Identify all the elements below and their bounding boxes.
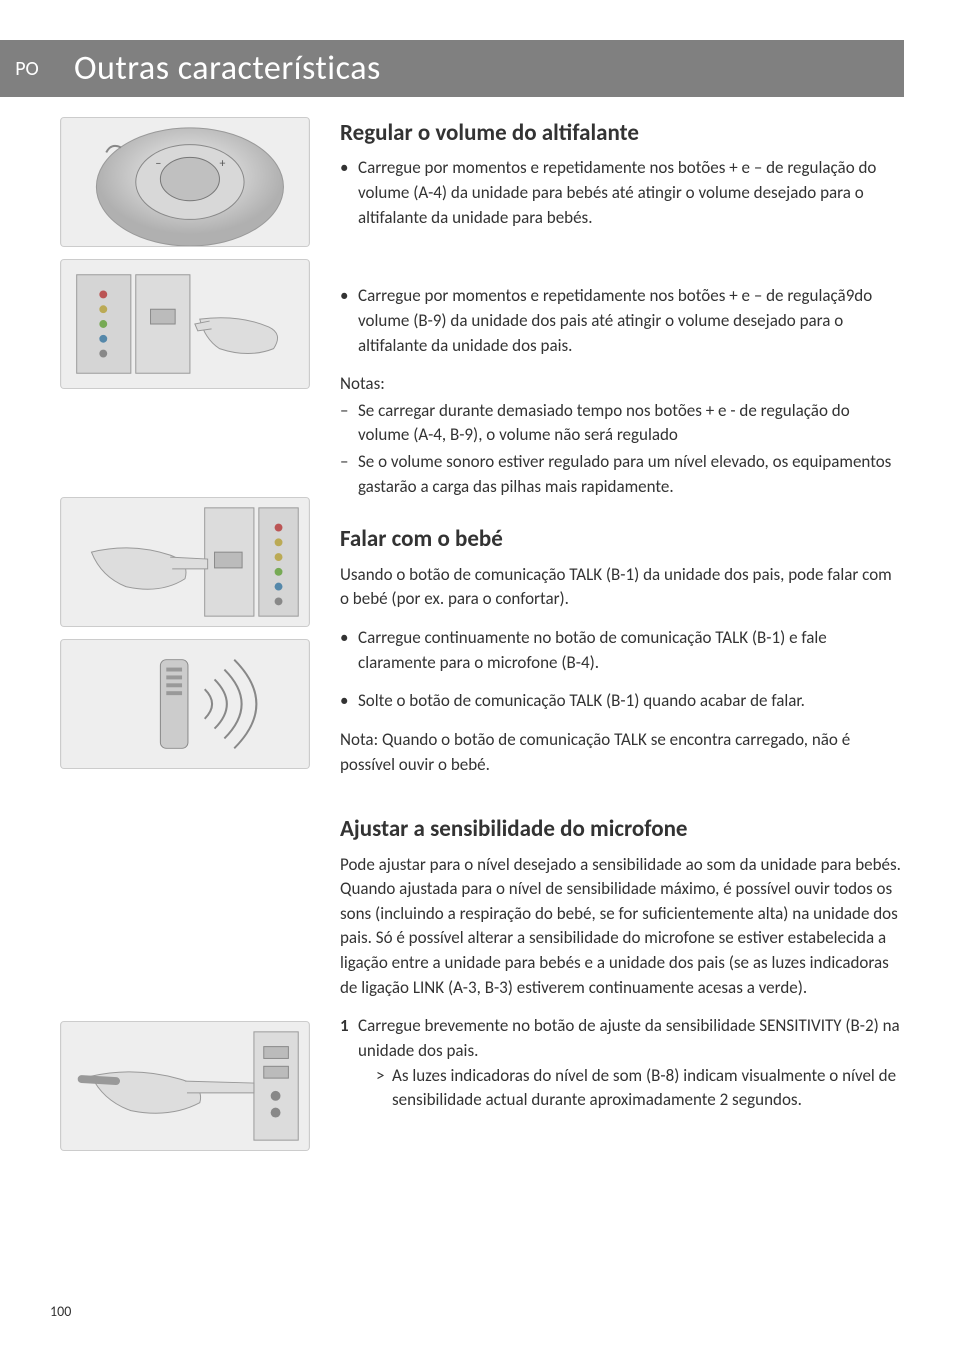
list-item: – Se o volume sonoro estiver regulado pa… — [340, 450, 904, 499]
language-tag: PO — [0, 40, 54, 97]
bullet-text: Solte o botão de comunicação TALK (B-1) … — [358, 689, 904, 714]
list-item: – Se carregar durante demasiado tempo no… — [340, 399, 904, 448]
step-substep: As luzes indicadoras do nível de som (B-… — [392, 1064, 904, 1113]
note-paragraph: Nota: Quando o botão de comunicação TALK… — [340, 728, 904, 777]
illustration-volume-dial: − + — [60, 117, 310, 247]
text-column: Regular o volume do altifalante • Carreg… — [340, 117, 904, 1163]
list-item: • Carregue por momentos e repetidamente … — [340, 284, 904, 358]
bullet-icon: • — [340, 626, 358, 675]
list-item: • Carregue por momentos e repetidamente … — [340, 156, 904, 230]
illustration-sensitivity-press — [60, 1021, 310, 1151]
heading-volume: Regular o volume do altifalante — [340, 117, 904, 150]
numbered-step: 1 Carregue brevemente no botão de ajuste… — [340, 1014, 904, 1113]
list-item: • Carregue continuamente no botão de com… — [340, 626, 904, 675]
dash-icon: – — [340, 399, 358, 448]
svg-text:+: + — [219, 157, 225, 171]
illustration-volume-buttons — [60, 259, 310, 389]
page-header: PO Outras características — [0, 40, 904, 97]
svg-text:−: − — [155, 157, 161, 171]
arrow-icon: > — [376, 1064, 392, 1113]
note-prefix: Nota: — [340, 729, 382, 750]
step-number: 1 — [340, 1014, 358, 1113]
note-text: Se o volume sonoro estiver regulado para… — [358, 450, 904, 499]
step-text: Carregue brevemente no botão de ajuste d… — [358, 1014, 904, 1063]
note-text: Se carregar durante demasiado tempo nos … — [358, 399, 904, 448]
page-number: 100 — [50, 1303, 71, 1320]
bullet-icon: • — [340, 156, 358, 230]
illustration-talk-microphone — [60, 639, 310, 769]
bullet-text: Carregue por momentos e repetidamente no… — [358, 156, 904, 230]
illustration-column: − + — [60, 117, 340, 1163]
heading-talk: Falar com o bebé — [340, 523, 904, 556]
note-body: Quando o botão de comunicação TALK se en… — [340, 729, 850, 775]
paragraph: Pode ajustar para o nível desejado a sen… — [340, 853, 904, 1001]
bullet-icon: • — [340, 284, 358, 358]
illustration-talk-press — [60, 497, 310, 627]
notes-label: Notas: — [340, 372, 904, 397]
dash-icon: – — [340, 450, 358, 499]
heading-sensitivity: Ajustar a sensibilidade do microfone — [340, 813, 904, 846]
page-title: Outras características — [54, 40, 904, 97]
bullet-text: Carregue por momentos e repetidamente no… — [358, 284, 904, 358]
bullet-text: Carregue continuamente no botão de comun… — [358, 626, 904, 675]
bullet-icon: • — [340, 689, 358, 714]
list-item: • Solte o botão de comunicação TALK (B-1… — [340, 689, 904, 714]
paragraph: Usando o botão de comunicação TALK (B-1)… — [340, 563, 904, 612]
